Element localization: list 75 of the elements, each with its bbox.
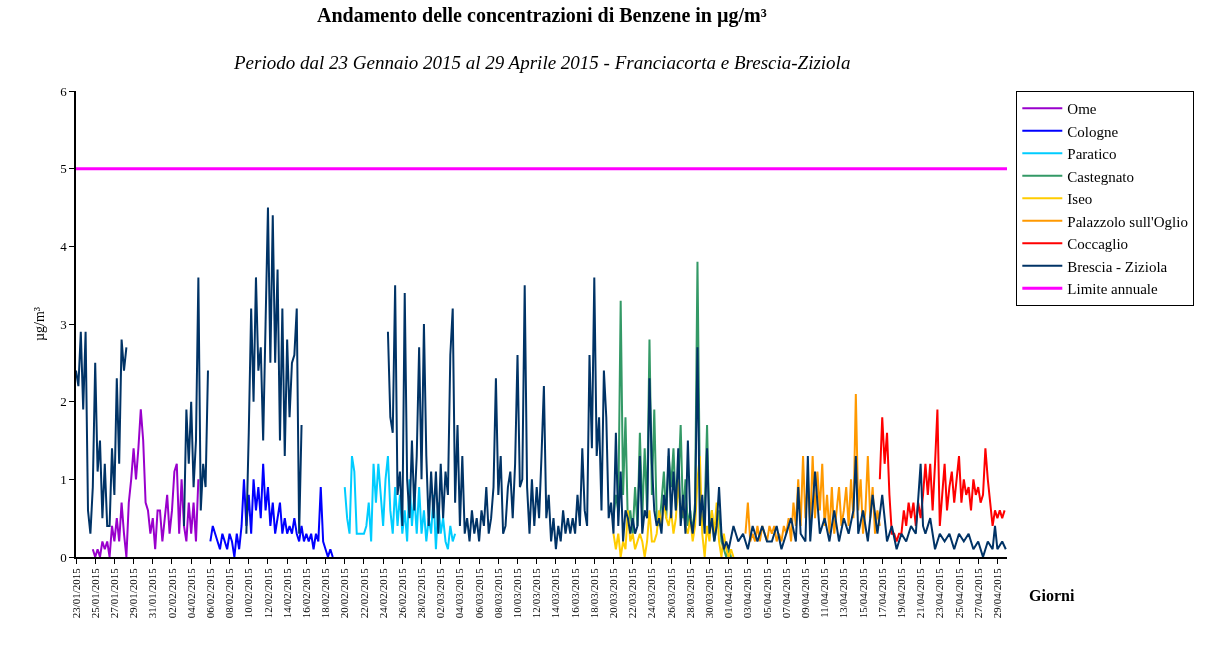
line-series	[91, 408, 200, 557]
x-tick-label: 02/03/2015	[434, 567, 447, 619]
x-tick-label: 09/04/2015	[799, 567, 812, 619]
legend-label: Paratico	[1067, 146, 1117, 163]
legend-label: Limite annuale	[1067, 281, 1159, 298]
y-tick-label: 4	[60, 238, 68, 254]
y-tick-label: 6	[60, 83, 68, 99]
legend-label: Coccaglio	[1067, 236, 1129, 253]
x-tick-label: 21/04/2015	[914, 567, 927, 619]
x-tick-label: 28/03/2015	[683, 567, 696, 619]
chart-title: Andamento delle concentrazioni di Benzene in µg/m³	[317, 4, 767, 27]
x-tick-label: 14/02/2015	[280, 567, 293, 619]
x-tick-label: 16/02/2015	[299, 567, 312, 619]
x-tick-label: 17/04/2015	[875, 567, 888, 619]
chart-subtitle: Periodo dal 23 Gennaio 2015 al 29 Aprile 2015 - Franciacorta e Brescia-Ziziola	[233, 52, 851, 73]
line-series	[744, 392, 881, 543]
x-tick-label: 14/03/2015	[549, 567, 562, 619]
x-tick-label: 25/04/2015	[952, 567, 965, 619]
x-tick-label: 12/03/2015	[530, 567, 543, 619]
x-tick-label: 01/04/2015	[722, 567, 735, 619]
legend-label: Iseo	[1067, 191, 1093, 208]
legend-label: Brescia - Ziziola	[1067, 258, 1168, 275]
y-tick-label: 0	[60, 549, 67, 565]
legend-label: Palazzolo sull'Oglio	[1067, 213, 1188, 230]
x-tick-label: 13/04/2015	[837, 567, 850, 619]
x-tick-label: 03/04/2015	[741, 567, 754, 619]
x-tick-label: 25/01/2015	[88, 567, 101, 619]
x-tick-label: 10/02/2015	[242, 567, 255, 619]
line-series	[612, 455, 735, 557]
x-tick-label: 29/04/2015	[990, 567, 1003, 619]
x-tick-label: 18/03/2015	[587, 567, 600, 619]
x-tick-label: 29/01/2015	[127, 567, 140, 619]
x-tick-label: 30/03/2015	[703, 567, 716, 619]
x-tick-label: 26/02/2015	[395, 567, 408, 619]
line-series	[343, 455, 457, 551]
legend-label: Ome	[1067, 101, 1097, 118]
y-tick-label: 3	[60, 316, 67, 332]
x-tick-label: 10/03/2015	[511, 567, 524, 619]
x-tick-label: 04/02/2015	[184, 567, 197, 619]
x-tick-label: 05/04/2015	[760, 567, 773, 619]
x-tick-label: 28/02/2015	[415, 567, 428, 619]
x-tick-label: 19/04/2015	[894, 567, 907, 619]
y-tick-label: 2	[60, 394, 67, 410]
line-series	[878, 408, 1006, 543]
legend-label: Castegnato	[1067, 168, 1134, 185]
x-tick-label: 27/04/2015	[971, 567, 984, 619]
x-tick-label: 06/03/2015	[472, 567, 485, 619]
x-tick-label: 24/02/2015	[376, 567, 389, 619]
x-tick-label: 12/02/2015	[261, 567, 274, 619]
legend-label: Cologne	[1067, 123, 1119, 140]
x-tick-label: 23/01/2015	[69, 567, 82, 619]
x-tick-label: 26/03/2015	[664, 567, 677, 619]
x-tick-label: 22/02/2015	[357, 567, 370, 619]
x-tick-label: 20/03/2015	[607, 567, 620, 619]
x-tick-label: 22/03/2015	[626, 567, 639, 619]
x-axis-title: Giorni	[1029, 587, 1075, 604]
x-tick-label: 11/04/2015	[818, 567, 831, 618]
line-series	[209, 462, 334, 557]
x-tick-label: 24/03/2015	[645, 567, 658, 619]
y-axis-title: µg/m³	[32, 306, 48, 342]
x-tick-label: 20/02/2015	[338, 567, 351, 619]
x-tick-label: 02/02/2015	[165, 567, 178, 619]
x-tick-label: 04/03/2015	[453, 567, 466, 619]
x-tick-label: 08/03/2015	[491, 567, 504, 619]
y-tick-label: 1	[60, 471, 67, 487]
x-tick-label: 06/02/2015	[203, 567, 216, 619]
y-tick-label: 5	[60, 161, 67, 177]
x-tick-label: 18/02/2015	[319, 567, 332, 619]
x-tick-label: 16/03/2015	[568, 567, 581, 619]
x-tick-label: 23/04/2015	[933, 567, 946, 619]
x-tick-label: 15/04/2015	[856, 567, 869, 619]
x-tick-label: 08/02/2015	[223, 567, 236, 619]
x-tick-label: 27/01/2015	[107, 567, 120, 619]
x-tick-label: 07/04/2015	[779, 567, 792, 619]
x-tick-label: 31/01/2015	[146, 567, 159, 619]
